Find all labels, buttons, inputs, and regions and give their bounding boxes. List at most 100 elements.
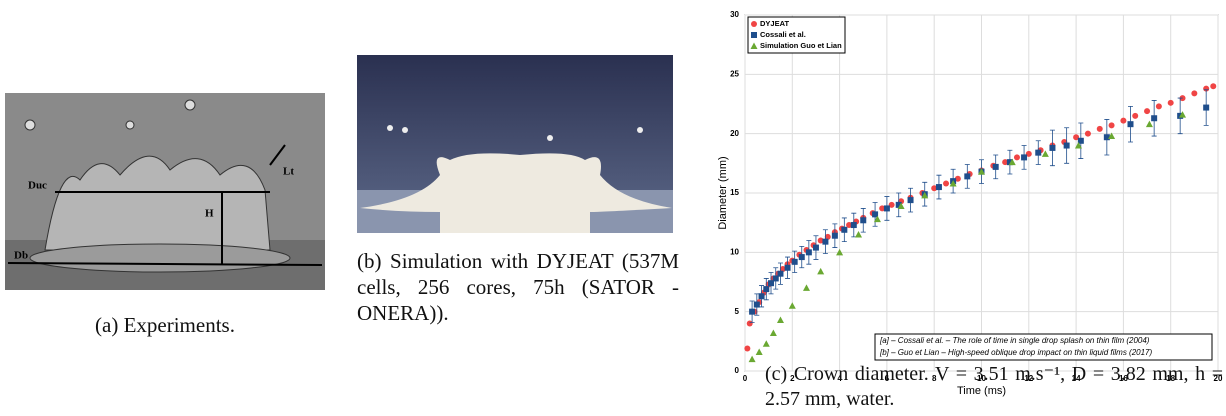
point	[1063, 142, 1070, 149]
point	[846, 222, 853, 229]
point	[1074, 142, 1082, 149]
point	[1108, 122, 1115, 129]
point	[850, 222, 857, 229]
point	[762, 340, 770, 347]
legend-label: DYJEAT	[760, 19, 789, 28]
y-tick-label: 0	[735, 366, 740, 375]
point	[1002, 159, 1009, 166]
legend-box	[747, 16, 846, 54]
y-tick-label: 20	[730, 129, 739, 138]
photo-label: Duc	[28, 180, 47, 192]
point	[1151, 115, 1158, 122]
point	[769, 329, 777, 337]
point	[755, 348, 763, 356]
x-tick-label: 16	[1119, 374, 1128, 383]
point	[954, 175, 961, 182]
point	[949, 180, 957, 187]
point	[1041, 150, 1049, 157]
point	[812, 244, 819, 251]
point	[1144, 108, 1151, 115]
point	[1035, 149, 1042, 156]
x-tick-label: 18	[1166, 374, 1175, 383]
point	[758, 293, 765, 300]
point	[872, 211, 879, 218]
annotation: [b] – Guo et Lian – High-speed oblique d…	[879, 348, 1152, 357]
point	[777, 270, 784, 277]
x-axis-label: Time (ms)	[957, 385, 1006, 397]
legend-label: Simulation Guo et Lian	[760, 41, 842, 50]
point	[873, 215, 881, 223]
point	[935, 184, 942, 191]
point	[744, 345, 751, 352]
point	[751, 21, 757, 27]
point	[817, 267, 825, 275]
point	[883, 205, 890, 212]
annotation: [a] – Cossali et al. – The role of time …	[879, 336, 1150, 345]
point	[841, 226, 848, 233]
point	[855, 231, 863, 238]
point	[895, 201, 902, 208]
x-tick-label: 14	[1072, 374, 1081, 383]
point	[1025, 150, 1032, 157]
point	[791, 258, 798, 265]
point	[860, 217, 867, 224]
point	[1155, 103, 1162, 110]
point	[1084, 130, 1091, 137]
point	[751, 32, 757, 38]
legend-label: Cossali et al.	[760, 30, 806, 39]
point	[768, 280, 775, 287]
x-tick-label: 4	[837, 374, 842, 383]
photo-label: H	[205, 208, 214, 220]
point	[978, 168, 985, 175]
point	[1167, 99, 1174, 106]
point	[788, 302, 796, 309]
point	[1127, 121, 1134, 128]
point	[1210, 83, 1217, 90]
photo-label: Db	[14, 250, 28, 262]
x-tick-label: 8	[932, 374, 937, 383]
point	[879, 205, 886, 212]
point	[822, 238, 829, 245]
y-tick-label: 5	[735, 307, 740, 316]
point	[817, 237, 824, 244]
y-tick-label: 25	[730, 69, 739, 78]
y-tick-label: 30	[730, 10, 739, 19]
point	[1191, 90, 1198, 97]
point	[1096, 125, 1103, 132]
point	[784, 264, 791, 271]
point	[1132, 112, 1139, 119]
point	[836, 248, 844, 256]
point	[1021, 154, 1028, 161]
photo-experiment	[5, 93, 325, 290]
point	[750, 42, 758, 49]
caption: (b) Simulation with DYJEAT (537M cells, …	[357, 249, 679, 325]
point	[753, 301, 760, 308]
point	[798, 254, 805, 261]
point	[831, 232, 838, 239]
point	[1120, 117, 1127, 124]
y-tick-label: 10	[730, 247, 739, 256]
point	[1203, 104, 1210, 111]
x-tick-label: 6	[885, 374, 890, 383]
point	[888, 201, 895, 208]
point	[763, 286, 770, 293]
point	[921, 191, 929, 199]
point	[1073, 134, 1080, 141]
point	[1049, 144, 1056, 151]
point	[805, 249, 812, 256]
annotation-box	[874, 333, 1213, 361]
point	[1013, 154, 1020, 161]
x-tick-label: 2	[790, 374, 795, 383]
photo-simulation	[357, 55, 673, 233]
point	[1006, 159, 1013, 166]
point	[1077, 137, 1084, 144]
point	[897, 202, 905, 210]
point	[802, 284, 810, 291]
x-tick-label: 0	[743, 374, 748, 383]
x-tick-label: 12	[1024, 374, 1033, 383]
point	[1008, 158, 1016, 166]
point	[1108, 132, 1116, 140]
point	[749, 308, 756, 315]
